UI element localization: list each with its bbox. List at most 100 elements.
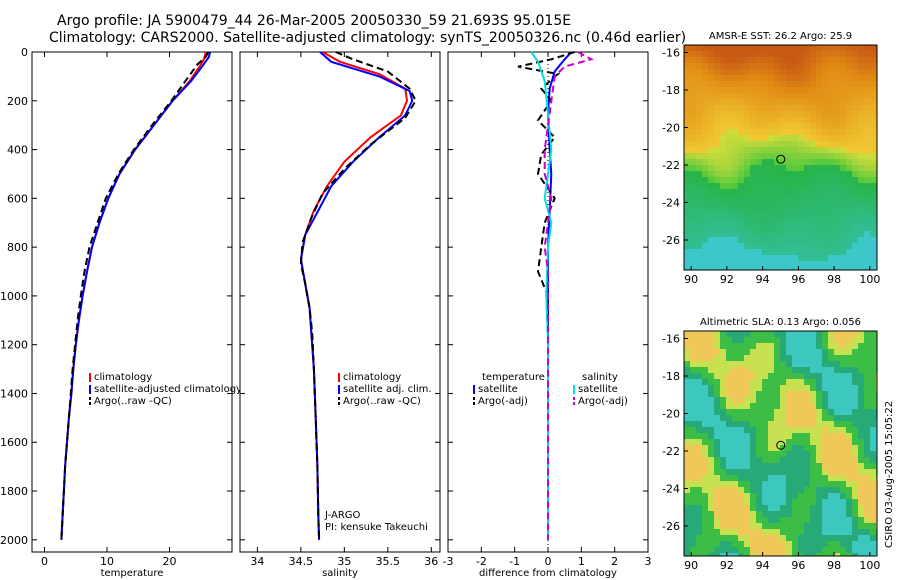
heatmap-cell xyxy=(846,337,852,343)
heatmap-cell xyxy=(780,99,786,105)
heatmap-cell xyxy=(732,231,738,237)
heatmap-cell xyxy=(780,177,786,183)
heatmap-cell xyxy=(684,379,690,385)
heatmap-cell xyxy=(708,481,714,487)
heatmap-cell xyxy=(798,267,804,270)
heatmap-cell xyxy=(792,439,798,445)
heatmap-cell xyxy=(684,45,690,51)
heatmap-cell xyxy=(714,331,720,337)
sla_map-cells xyxy=(684,331,877,556)
heatmap-cell xyxy=(864,189,870,195)
heatmap-cell xyxy=(708,249,714,255)
heatmap-cell xyxy=(810,457,816,463)
heatmap-cell xyxy=(828,225,834,231)
heatmap-cell xyxy=(828,51,834,57)
temperature-xtick-label: 20 xyxy=(163,555,177,568)
heatmap-cell xyxy=(798,475,804,481)
heatmap-cell xyxy=(858,409,864,415)
heatmap-cell xyxy=(732,367,738,373)
heatmap-cell xyxy=(720,541,726,547)
heatmap-cell xyxy=(708,81,714,87)
heatmap-cell xyxy=(780,195,786,201)
heatmap-cell xyxy=(858,535,864,541)
heatmap-cell xyxy=(816,105,822,111)
heatmap-cell xyxy=(858,523,864,529)
heatmap-cell xyxy=(864,469,870,475)
heatmap-cell xyxy=(816,225,822,231)
heatmap-cell xyxy=(786,261,792,267)
heatmap-cell xyxy=(792,487,798,493)
heatmap-cell xyxy=(792,445,798,451)
heatmap-cell xyxy=(822,267,828,270)
heatmap-cell xyxy=(798,403,804,409)
heatmap-cell xyxy=(768,511,774,517)
heatmap-cell xyxy=(696,231,702,237)
heatmap-cell xyxy=(840,379,846,385)
sst_map-xtick-label: 98 xyxy=(827,273,841,286)
heatmap-cell xyxy=(696,331,702,337)
heatmap-cell xyxy=(840,207,846,213)
heatmap-cell xyxy=(726,511,732,517)
heatmap-cell xyxy=(690,343,696,349)
heatmap-cell xyxy=(726,331,732,337)
heatmap-cell xyxy=(840,451,846,457)
heatmap-cell xyxy=(816,331,822,337)
heatmap-cell xyxy=(864,255,870,261)
heatmap-cell xyxy=(756,213,762,219)
heatmap-cell xyxy=(726,225,732,231)
heatmap-cell xyxy=(816,129,822,135)
heatmap-cell xyxy=(750,231,756,237)
heatmap-cell xyxy=(822,147,828,153)
heatmap-cell xyxy=(870,111,876,117)
heatmap-cell xyxy=(726,409,732,415)
heatmap-cell xyxy=(750,261,756,267)
heatmap-cell xyxy=(858,361,864,367)
heatmap-cell xyxy=(702,189,708,195)
heatmap-cell xyxy=(792,135,798,141)
heatmap-cell xyxy=(714,547,720,553)
heatmap-cell xyxy=(726,463,732,469)
heatmap-cell xyxy=(744,99,750,105)
heatmap-cell xyxy=(732,93,738,99)
heatmap-cell xyxy=(702,427,708,433)
heatmap-cell xyxy=(822,87,828,93)
heatmap-cell xyxy=(732,69,738,75)
heatmap-cell xyxy=(750,439,756,445)
heatmap-cell xyxy=(708,553,714,556)
sst_map-ytick-label: -24 xyxy=(662,197,680,210)
heatmap-cell xyxy=(798,445,804,451)
heatmap-cell xyxy=(738,123,744,129)
heatmap-cell xyxy=(762,397,768,403)
heatmap-cell xyxy=(726,421,732,427)
heatmap-cell xyxy=(828,219,834,225)
heatmap-cell xyxy=(828,111,834,117)
heatmap-cell xyxy=(864,93,870,99)
heatmap-cell xyxy=(792,129,798,135)
heatmap-cell xyxy=(732,499,738,505)
heatmap-cell xyxy=(804,267,810,270)
heatmap-cell xyxy=(846,201,852,207)
heatmap-cell xyxy=(804,141,810,147)
heatmap-cell xyxy=(810,511,816,517)
heatmap-cell xyxy=(804,397,810,403)
heatmap-cell xyxy=(834,457,840,463)
heatmap-cell xyxy=(756,331,762,337)
heatmap-cell xyxy=(714,111,720,117)
heatmap-cell xyxy=(774,541,780,547)
temperature-xtick-label: 0 xyxy=(41,555,48,568)
heatmap-cell xyxy=(846,469,852,475)
heatmap-cell xyxy=(846,267,852,270)
heatmap-cell xyxy=(858,385,864,391)
heatmap-cell xyxy=(756,421,762,427)
heatmap-cell xyxy=(834,147,840,153)
heatmap-cell xyxy=(858,117,864,123)
heatmap-cell xyxy=(738,201,744,207)
heatmap-cell xyxy=(690,171,696,177)
heatmap-cell xyxy=(720,195,726,201)
heatmap-cell xyxy=(702,355,708,361)
heatmap-cell xyxy=(762,105,768,111)
heatmap-cell xyxy=(726,255,732,261)
heatmap-cell xyxy=(864,105,870,111)
heatmap-cell xyxy=(732,457,738,463)
heatmap-cell xyxy=(840,481,846,487)
